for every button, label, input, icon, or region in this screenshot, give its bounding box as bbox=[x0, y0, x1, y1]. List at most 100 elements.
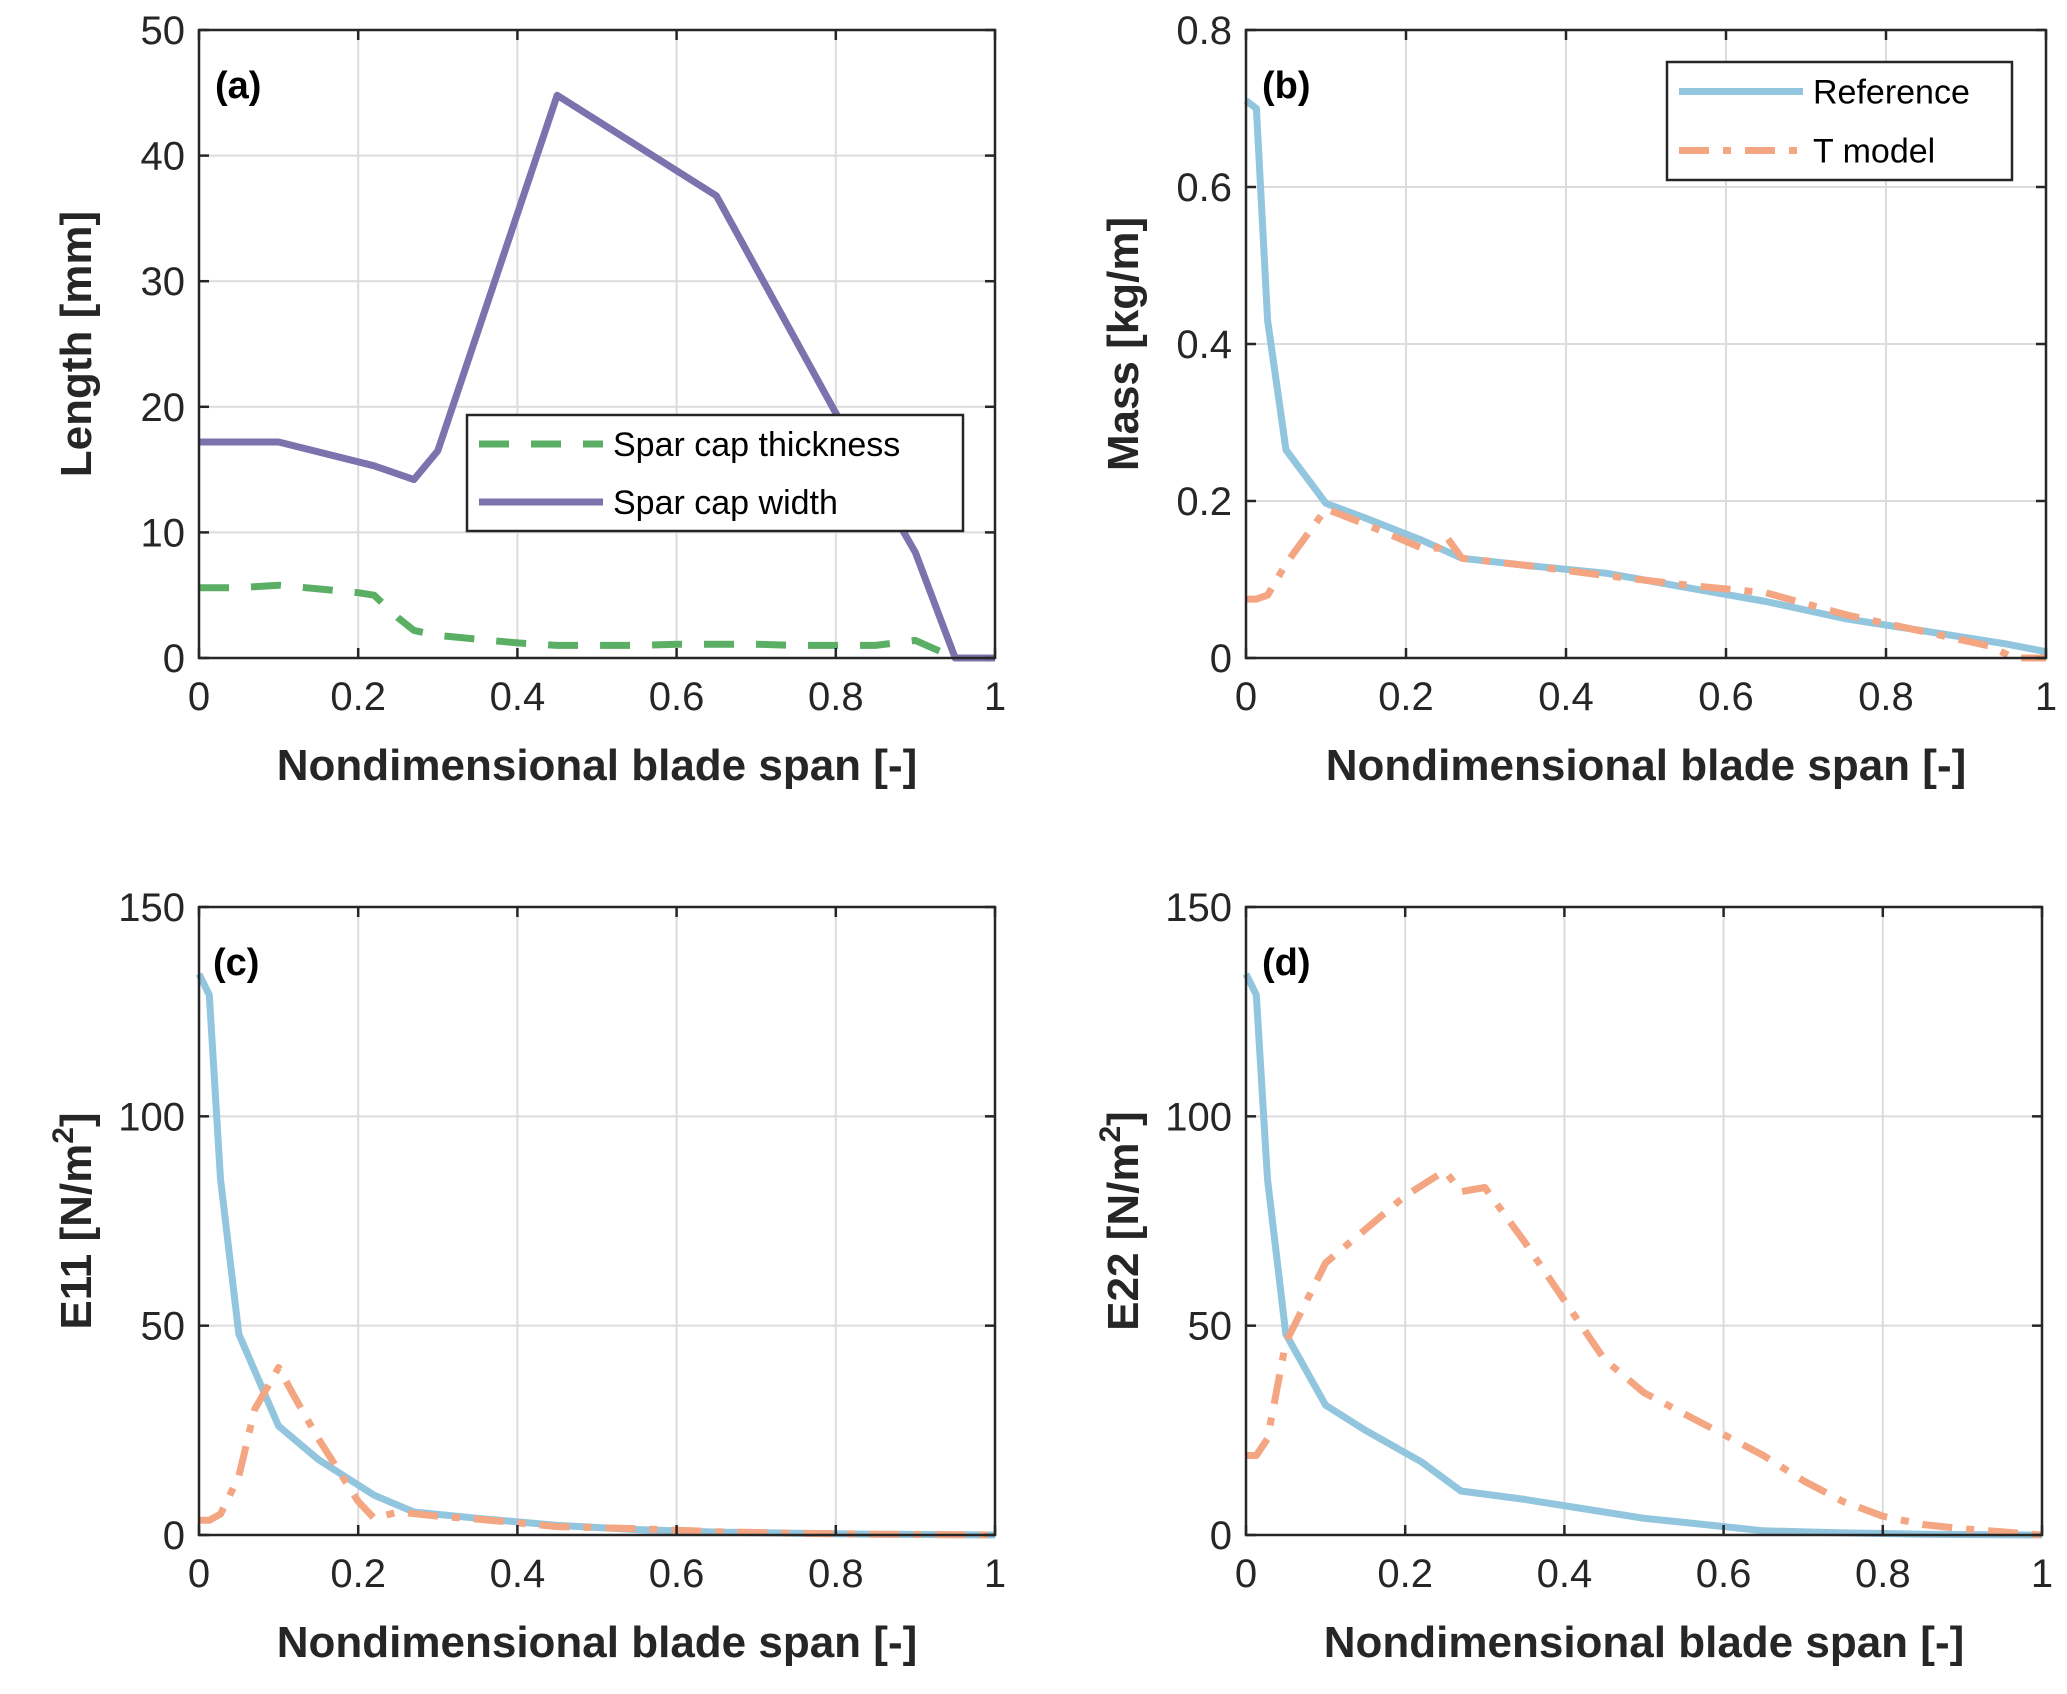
x-tick-label: 0.6 bbox=[649, 675, 705, 719]
x-tick-label: 0.8 bbox=[1858, 675, 1914, 719]
y-tick-label: 30 bbox=[141, 260, 186, 304]
y-axis-label: Length [mm] bbox=[52, 211, 101, 477]
y-tick-label: 0 bbox=[163, 637, 185, 681]
y-tick-label: 0.4 bbox=[1176, 323, 1232, 367]
y-tick-label: 0.6 bbox=[1176, 166, 1232, 210]
y-tick-label: 10 bbox=[141, 511, 186, 555]
grid-lines bbox=[199, 907, 995, 1535]
series-line-t-model bbox=[199, 1364, 996, 1539]
y-axis-label: Mass [kg/m] bbox=[1099, 217, 1148, 471]
y-axis-label-suffix: ] bbox=[1099, 1111, 1148, 1126]
y-tick-label: 0 bbox=[1210, 637, 1232, 681]
panel-d: 0 0.2 0.4 0.6 0.8 1 0 50 100 150 (d) Nondimensio… bbox=[1094, 886, 2053, 1667]
series-line-reference bbox=[1243, 97, 2047, 656]
x-tick-label: 1 bbox=[2035, 675, 2057, 719]
series-line-reference bbox=[195, 972, 996, 1539]
axes-frame bbox=[1244, 905, 2044, 1537]
tick-marks bbox=[197, 28, 997, 660]
panel-label: (b) bbox=[1262, 65, 1311, 107]
x-tick-labels: 0 0.2 0.4 0.6 0.8 1 bbox=[188, 1552, 1006, 1596]
y-axis-label-suffix: ] bbox=[52, 1112, 101, 1127]
tick-marks bbox=[1244, 905, 2044, 1537]
x-tick-label: 1 bbox=[984, 675, 1006, 719]
x-tick-label: 0.8 bbox=[1855, 1552, 1911, 1596]
y-tick-label: 50 bbox=[141, 1305, 186, 1349]
legend-box bbox=[465, 413, 965, 533]
x-tick-label: 0.4 bbox=[490, 1552, 546, 1596]
x-axis-label: Nondimensional blade span [-] bbox=[277, 741, 918, 790]
x-tick-label: 0.8 bbox=[808, 1552, 864, 1596]
x-tick-label: 0.4 bbox=[1537, 1552, 1593, 1596]
axes-frame bbox=[197, 905, 997, 1537]
grid-lines bbox=[1246, 907, 2042, 1535]
y-tick-label: 0.2 bbox=[1176, 480, 1232, 524]
series-layer bbox=[195, 972, 996, 1539]
x-tick-label: 1 bbox=[2031, 1552, 2053, 1596]
y-tick-labels: 0 50 100 150 bbox=[118, 886, 185, 1558]
x-tick-label: 0 bbox=[188, 675, 210, 719]
y-tick-label: 20 bbox=[141, 386, 186, 430]
x-axis-label: Nondimensional blade span [-] bbox=[1326, 741, 1967, 790]
x-tick-label: 0.2 bbox=[330, 1552, 386, 1596]
series-line-spar-cap-width bbox=[199, 91, 995, 662]
series-line-spar-cap-thickness bbox=[199, 581, 995, 662]
legend-entry-label: Spar cap width bbox=[613, 484, 838, 522]
y-axis-label-superscript: 2 bbox=[47, 1127, 80, 1144]
y-axis-label-superscript: 2 bbox=[1094, 1126, 1127, 1143]
y-tick-label: 100 bbox=[118, 1095, 185, 1139]
legend-box bbox=[1665, 60, 2014, 182]
x-tick-labels: 0 0.2 0.4 0.6 0.8 1 bbox=[1235, 675, 2057, 719]
panel-label: (c) bbox=[213, 942, 259, 984]
legend: Reference T model bbox=[1665, 60, 2014, 182]
y-tick-labels: 0 50 100 150 bbox=[1165, 886, 1232, 1558]
panel-a: 0 0.2 0.4 0.6 0.8 1 0 10 20 30 40 50 (a) Nondimens… bbox=[52, 9, 1006, 790]
x-tick-label: 0.6 bbox=[649, 1552, 705, 1596]
x-tick-labels: 0 0.2 0.4 0.6 0.8 1 bbox=[1235, 1552, 2053, 1596]
y-tick-label: 40 bbox=[141, 135, 186, 179]
axes-frame bbox=[197, 28, 997, 660]
y-tick-label: 100 bbox=[1165, 1095, 1232, 1139]
x-axis-label: Nondimensional blade span [-] bbox=[1324, 1618, 1965, 1667]
series-layer bbox=[1242, 972, 2043, 1539]
x-tick-label: 0.4 bbox=[490, 675, 546, 719]
series-line-reference bbox=[1242, 972, 2043, 1539]
x-tick-label: 0.2 bbox=[1378, 675, 1434, 719]
tick-marks bbox=[197, 905, 997, 1537]
y-tick-label: 0.8 bbox=[1176, 9, 1232, 53]
series-layer bbox=[1243, 97, 2047, 662]
grid-lines bbox=[199, 30, 995, 658]
y-tick-label: 0 bbox=[163, 1514, 185, 1558]
y-tick-label: 50 bbox=[1188, 1305, 1233, 1349]
x-tick-label: 1 bbox=[984, 1552, 1006, 1596]
legend-entry-label: Spar cap thickness bbox=[613, 426, 900, 464]
x-tick-label: 0.6 bbox=[1696, 1552, 1752, 1596]
y-tick-labels: 0 0.2 0.4 0.6 0.8 bbox=[1176, 9, 1232, 681]
series-line-t-model bbox=[1246, 505, 2046, 662]
tick-marks bbox=[1244, 28, 2048, 660]
x-tick-label: 0.8 bbox=[808, 675, 864, 719]
x-tick-label: 0 bbox=[188, 1552, 210, 1596]
series-layer bbox=[199, 91, 995, 662]
y-tick-labels: 0 10 20 30 40 50 bbox=[141, 9, 186, 681]
x-tick-labels: 0 0.2 0.4 0.6 0.8 1 bbox=[188, 675, 1006, 719]
panel-label: (a) bbox=[215, 65, 261, 107]
x-axis-label: Nondimensional blade span [-] bbox=[277, 1618, 918, 1667]
y-axis-label-text: E22 [N/m bbox=[1099, 1143, 1148, 1331]
y-tick-label: 0 bbox=[1210, 1514, 1232, 1558]
y-axis-label-text: Mass [kg/m] bbox=[1099, 217, 1148, 471]
x-tick-label: 0.2 bbox=[1377, 1552, 1433, 1596]
legend-entry-label: T model bbox=[1813, 133, 1935, 171]
y-tick-label: 150 bbox=[1165, 886, 1232, 930]
grid-lines bbox=[1246, 30, 2046, 658]
x-tick-label: 0.2 bbox=[330, 675, 386, 719]
y-axis-label: E11 [N/m2] bbox=[47, 1112, 101, 1329]
panel-label: (d) bbox=[1262, 942, 1311, 984]
y-axis-label-text: Length [mm] bbox=[52, 211, 101, 477]
y-axis-label-text: E11 [N/m bbox=[52, 1144, 101, 1330]
panel-b: 0 0.2 0.4 0.6 0.8 1 0 0.2 0.4 0.6 0.8 (b) Nondime… bbox=[1099, 9, 2057, 790]
x-tick-label: 0.4 bbox=[1538, 675, 1594, 719]
y-tick-label: 50 bbox=[141, 9, 186, 53]
legend: Spar cap thickness Spar cap width bbox=[465, 413, 965, 533]
series-line-t-model bbox=[1246, 1167, 2043, 1539]
